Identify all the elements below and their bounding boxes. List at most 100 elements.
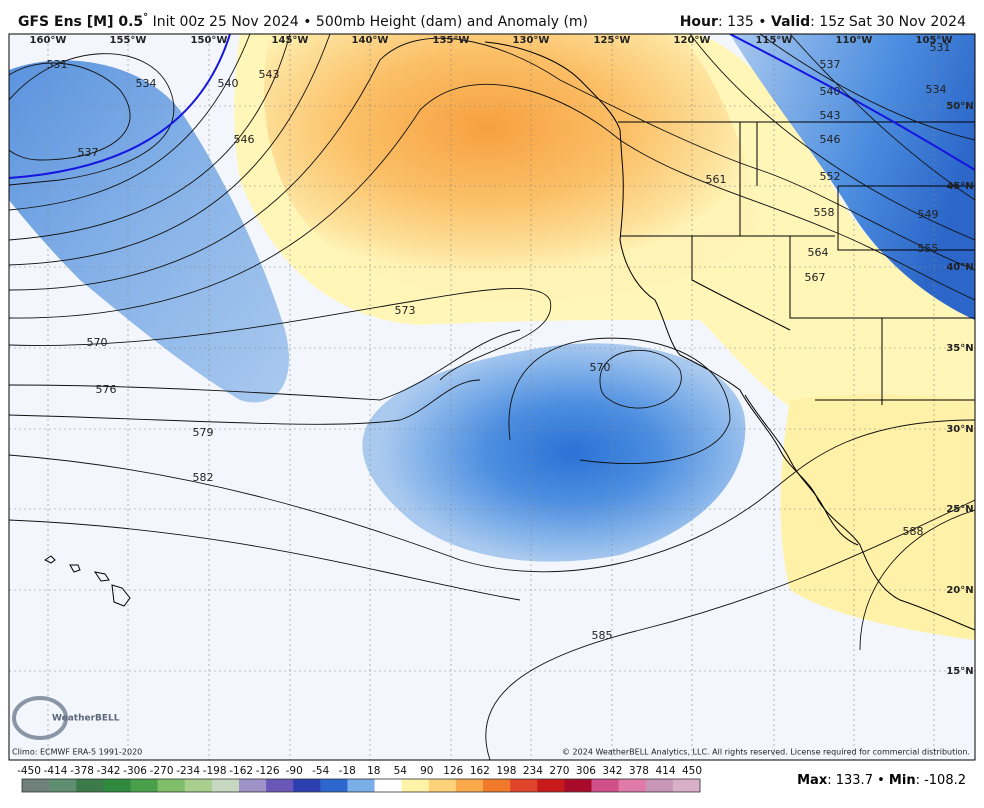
contour-label: 585 [592,629,613,642]
anomaly-negative-northeast [730,34,975,320]
colorbar-swatch [401,779,430,792]
colorbar: -450 -414 -378 -342 -306 -270 -234 -198 -162 -126… [17,765,702,793]
colorbar-swatch [347,779,375,792]
contour-label: 573 [395,304,416,317]
contour-label: 567 [805,271,826,284]
latitude-label: 50°N [946,101,973,112]
colorbar-frame [21,778,701,793]
colorbar-label: -450 [17,765,41,777]
title: GFS Ens [M] 0.5° Init 00z 25 Nov 2024 • … [18,12,588,30]
contour-label: 552 [820,170,841,183]
colorbar-swatch [130,779,158,792]
anomaly-negative-low [362,343,746,562]
colorbar-swatch [564,779,592,792]
colorbar-label: -90 [286,765,303,777]
longitude-label: 150°W [191,35,228,46]
longitude-label: 115°W [756,35,793,46]
contour-label: 543 [259,68,280,81]
colorbar-label: 234 [523,765,543,777]
latitude-label: 35°N [946,343,973,354]
map: 531 534 537 540 543 546 573 570 576 579 … [9,34,975,760]
logo-text: WeatherBELL [52,714,120,724]
contour-label: 540 [820,85,841,98]
colorbar-swatch [184,779,213,792]
colorbar-swatch [49,779,77,792]
contour-label: 537 [820,58,841,71]
latitude-label: 40°N [946,262,973,273]
logo: WeatherBELL [12,696,120,740]
latitude-label: 20°N [946,585,973,596]
contour-label: 546 [234,133,255,146]
coastline [44,41,975,631]
copyright: © 2024 WeatherBELL Analytics, LLC. All r… [562,748,970,757]
colorbar-swatch [591,779,619,792]
colorbar-label: 342 [602,765,622,777]
colorbar-swatch [537,779,565,792]
contour-label: 534 [136,77,157,90]
anomaly-positive-south [780,394,975,640]
contour-label: 561 [706,173,727,186]
latitude-label: 30°N [946,424,973,435]
map-frame [8,33,976,761]
height-contours [9,34,975,760]
contour-label: 546 [820,133,841,146]
colorbar-swatch [266,779,294,792]
colorbar-swatch [320,779,348,792]
colorbar-label: -18 [339,765,356,777]
contour-label: 579 [193,426,214,439]
colorbar-swatch [510,779,538,792]
colorbar-swatch [238,779,267,792]
longitude-label: 120°W [674,35,711,46]
anomaly-negative-west [9,60,289,403]
longitude-labels: 160°W 155°W 150°W 145°W 140°W 135°W 130°… [30,35,953,46]
contour-label: 531 [47,58,68,71]
anomaly-positive-strong [264,34,760,300]
colorbar-label: 90 [420,765,433,777]
max-min: Max: 133.7 • Min: -108.2 [797,773,966,788]
colorbar-swatch [374,779,402,792]
latitude-label: 15°N [946,666,973,677]
colorbar-label: 18 [367,765,380,777]
colorbar-label: -162 [229,765,253,777]
colorbar-label: -414 [44,765,68,777]
longitude-label: 105°W [916,35,953,46]
contour-label: 576 [96,383,117,396]
colorbar-label: -54 [312,765,329,777]
contour-label: 570 [590,361,611,374]
valid-time: Hour: 135 • Valid: 15z Sat 30 Nov 2024 [680,14,966,30]
colorbar-swatch [22,779,50,792]
colorbar-label: -342 [97,765,121,777]
longitude-label: 160°W [30,35,67,46]
longitude-label: 110°W [836,35,873,46]
colorbar-label: 54 [394,765,408,777]
latitude-label: 25°N [946,504,973,515]
colorbar-label: 126 [443,765,463,777]
contour-label: 531 [930,41,951,54]
contour-label: 549 [918,208,939,221]
colorbar-label: 162 [470,765,490,777]
colorbar-label: 270 [549,765,569,777]
contour-label: 543 [820,109,841,122]
longitude-label: 135°W [433,35,470,46]
colorbar-swatch [618,779,647,792]
colorbar-swatch [211,779,240,792]
climo-note: Climo: ECMWF ERA-5 1991-2020 [12,748,142,757]
colorbar-swatch [293,779,321,792]
colorbar-label: -306 [123,765,147,777]
colorbar-swatch [455,779,484,792]
colorbar-swatch [645,779,674,792]
graticule [9,34,975,760]
contour-label: 588 [903,525,924,538]
colorbar-swatch [76,779,104,792]
latitude-labels: 50°N 45°N 40°N 35°N 30°N 25°N 20°N 15°N [946,101,973,677]
colorbar-swatch [483,779,511,792]
colorbar-label: -234 [176,765,200,777]
contour-label: 537 [78,146,99,159]
colorbar-label: -270 [150,765,174,777]
colorbar-swatch [157,779,186,792]
longitude-label: 140°W [352,35,389,46]
longitude-label: 130°W [513,35,550,46]
colorbar-label: 450 [682,765,702,777]
contour-label: 564 [808,246,829,259]
